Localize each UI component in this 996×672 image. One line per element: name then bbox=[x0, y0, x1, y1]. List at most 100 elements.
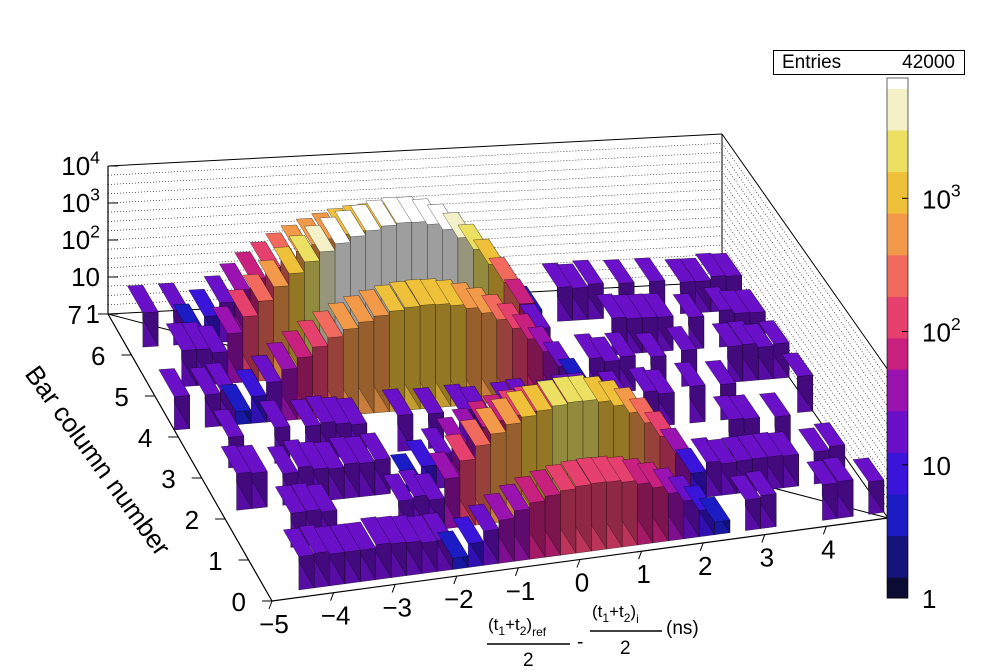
bar-top-face bbox=[443, 383, 475, 411]
histogram-bar bbox=[158, 367, 190, 431]
z-tick-label: 104 bbox=[61, 147, 100, 181]
histogram-bar bbox=[560, 459, 592, 554]
palette-segment bbox=[887, 514, 908, 526]
x-tick-label: 3 bbox=[760, 543, 774, 573]
bar-top-face bbox=[627, 366, 660, 393]
bar-top-face bbox=[435, 279, 467, 306]
x-tick bbox=[330, 592, 335, 601]
palette-segment bbox=[887, 442, 908, 453]
x-tick bbox=[268, 600, 273, 610]
palette-tick-label: 1 bbox=[922, 584, 936, 614]
histogram-bar bbox=[698, 496, 731, 535]
bar-top-face bbox=[712, 395, 745, 421]
bar-top-face bbox=[704, 360, 737, 385]
histogram-bar bbox=[641, 292, 674, 352]
stats-box: Entries 42000 bbox=[773, 50, 965, 75]
bar-top-face bbox=[305, 483, 338, 513]
y-tick-label: 2 bbox=[185, 505, 199, 535]
bar-top-face bbox=[505, 390, 538, 418]
histogram-bar bbox=[227, 288, 259, 383]
bar-top-face bbox=[519, 303, 551, 329]
palette-segment bbox=[887, 400, 908, 412]
histogram-bar bbox=[283, 527, 315, 591]
palette-segment bbox=[887, 306, 908, 318]
bar-top-face bbox=[189, 366, 221, 396]
z-tick-label: 102 bbox=[61, 221, 100, 255]
bar-top-face bbox=[634, 332, 667, 358]
bar-top-face bbox=[419, 278, 452, 305]
palette-segment bbox=[887, 88, 908, 100]
bar-top-face bbox=[420, 427, 453, 455]
palette-segment bbox=[887, 348, 908, 360]
histogram-bar bbox=[752, 431, 784, 490]
bar-top-face bbox=[467, 503, 500, 532]
histogram-bar bbox=[781, 352, 814, 413]
bar-top-face bbox=[573, 333, 605, 359]
bar-top-face bbox=[521, 384, 553, 412]
grid-line bbox=[107, 152, 723, 185]
bar-top-face bbox=[266, 445, 299, 474]
bar-top-face bbox=[334, 210, 367, 237]
grid-line bbox=[107, 244, 723, 278]
bar-top-face bbox=[380, 196, 413, 224]
histogram-bar bbox=[604, 331, 636, 393]
histogram-bar bbox=[327, 302, 359, 416]
bar-top-face bbox=[711, 322, 744, 347]
palette-tick-label: 10 bbox=[922, 451, 951, 481]
x-tick-label: −5 bbox=[259, 609, 289, 639]
palette-segment bbox=[887, 525, 908, 537]
x-tick bbox=[638, 551, 643, 560]
palette-segment bbox=[887, 421, 908, 433]
histogram-bar bbox=[329, 523, 361, 584]
palette-segment bbox=[887, 462, 908, 474]
histogram-bar bbox=[672, 293, 705, 350]
bar-top-face bbox=[673, 361, 706, 387]
bar-top-face bbox=[475, 407, 507, 435]
histogram-bar bbox=[220, 444, 253, 511]
bar-top-face bbox=[757, 320, 790, 345]
x-label-i-den: 2 bbox=[620, 638, 631, 659]
bar-top-face bbox=[503, 278, 536, 305]
histogram-bar bbox=[544, 463, 577, 556]
bar-top-face bbox=[328, 436, 360, 465]
palette-segment bbox=[887, 473, 908, 485]
bar-top-face bbox=[626, 293, 659, 319]
bar-top-face bbox=[767, 431, 799, 457]
bar-top-face bbox=[381, 388, 414, 416]
bar-top-face bbox=[806, 460, 839, 486]
bar-top-face bbox=[490, 397, 522, 425]
histogram-bar bbox=[313, 440, 345, 501]
bar-top-face bbox=[289, 398, 321, 427]
bar-top-face bbox=[405, 439, 437, 467]
histogram-bar bbox=[465, 286, 498, 404]
bar-top-face bbox=[382, 473, 415, 502]
palette-segment bbox=[887, 452, 908, 464]
histogram-bar bbox=[235, 368, 267, 424]
bar-top-face bbox=[304, 225, 336, 253]
palette-segment bbox=[887, 150, 908, 162]
z-tick-label: 10 bbox=[71, 262, 100, 292]
grid-line bbox=[721, 198, 889, 435]
bar-top-face bbox=[358, 289, 390, 317]
bar-top-face bbox=[729, 474, 762, 501]
bar-top-face bbox=[258, 259, 290, 288]
palette-segment bbox=[887, 566, 908, 578]
bar-top-face bbox=[781, 352, 814, 377]
palette-segment bbox=[887, 358, 908, 370]
grid-line bbox=[107, 216, 723, 250]
histogram-bar bbox=[767, 431, 799, 489]
palette-segment bbox=[887, 192, 908, 204]
bar-top-face bbox=[296, 319, 329, 348]
bar-top-face bbox=[275, 484, 307, 514]
y-tick-label: 0 bbox=[232, 587, 246, 617]
x-label-ref-den: 2 bbox=[523, 650, 534, 671]
histogram-bar bbox=[404, 278, 436, 410]
right-top-edge bbox=[721, 133, 889, 371]
bar-top-face bbox=[567, 374, 599, 402]
bar-top-face bbox=[258, 399, 291, 428]
x-tick-label: 1 bbox=[636, 559, 650, 589]
bar-top-face bbox=[703, 286, 735, 311]
palette-segment bbox=[887, 254, 908, 266]
histogram-bar bbox=[343, 435, 376, 498]
